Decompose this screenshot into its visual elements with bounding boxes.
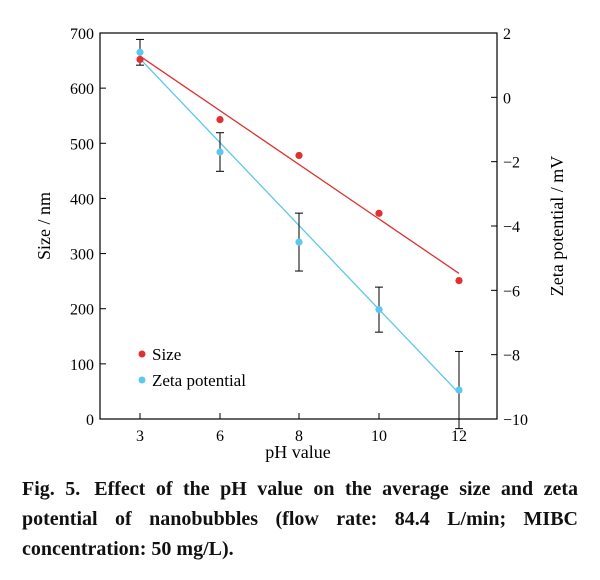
caption-text: Effect of the pH value on the average si…: [22, 478, 578, 560]
right-tick-label: −8: [503, 348, 520, 365]
left-tick-label: 500: [70, 136, 94, 153]
x-tick-label: 3: [136, 428, 144, 445]
x-axis-label: pH value: [265, 442, 330, 462]
x-tick-label: 10: [371, 428, 387, 445]
data-point-zeta: [375, 306, 383, 314]
left-tick-label: 300: [70, 247, 94, 264]
left-axis-label: Size / nm: [34, 192, 54, 260]
data-point-size: [216, 115, 224, 124]
data-point-size: [375, 209, 383, 217]
right-tick-label: 0: [503, 90, 511, 107]
x-tick-label: 8: [295, 428, 303, 445]
left-tick-label: 400: [70, 191, 94, 208]
data-point-size: [455, 276, 463, 285]
legend-marker-zeta: [138, 376, 146, 384]
data-point-zeta: [295, 238, 303, 246]
caption-label: Fig. 5.: [22, 478, 81, 500]
left-tick-label: 700: [70, 26, 94, 43]
right-axis-label: Zeta potential / mV: [547, 156, 567, 296]
legend-label-size: Size: [152, 345, 181, 364]
legend: Size Zeta potential: [138, 345, 246, 390]
right-tick-label: −2: [503, 155, 520, 172]
right-tick-label: 2: [503, 26, 511, 43]
x-tick-label: 12: [451, 428, 467, 445]
data-point-size: [136, 55, 144, 64]
right-tick-label: −4: [503, 219, 520, 236]
data-point-zeta: [455, 386, 463, 394]
legend-marker-size: [138, 350, 146, 358]
legend-label-zeta: Zeta potential: [152, 371, 246, 390]
left-tick-label: 100: [70, 357, 94, 374]
left-tick-label: 0: [86, 412, 94, 429]
x-tick-label: 6: [216, 428, 224, 445]
right-tick-label: −6: [503, 283, 520, 300]
data-point-zeta: [216, 148, 224, 156]
left-tick-label: 200: [70, 302, 94, 319]
left-tick-label: 600: [70, 81, 94, 98]
chart: 3 6 8 10 12 0 100 200 300 400 500 600 700 −10 −8 −6 −4 −2…: [34, 26, 567, 462]
data-point-zeta: [136, 48, 144, 56]
figure-caption: Fig. 5. Effect of the pH value on the ave…: [22, 474, 578, 564]
right-tick-label: −10: [503, 412, 528, 429]
data-point-size: [295, 151, 303, 160]
fit-line-size: [139, 55, 460, 274]
